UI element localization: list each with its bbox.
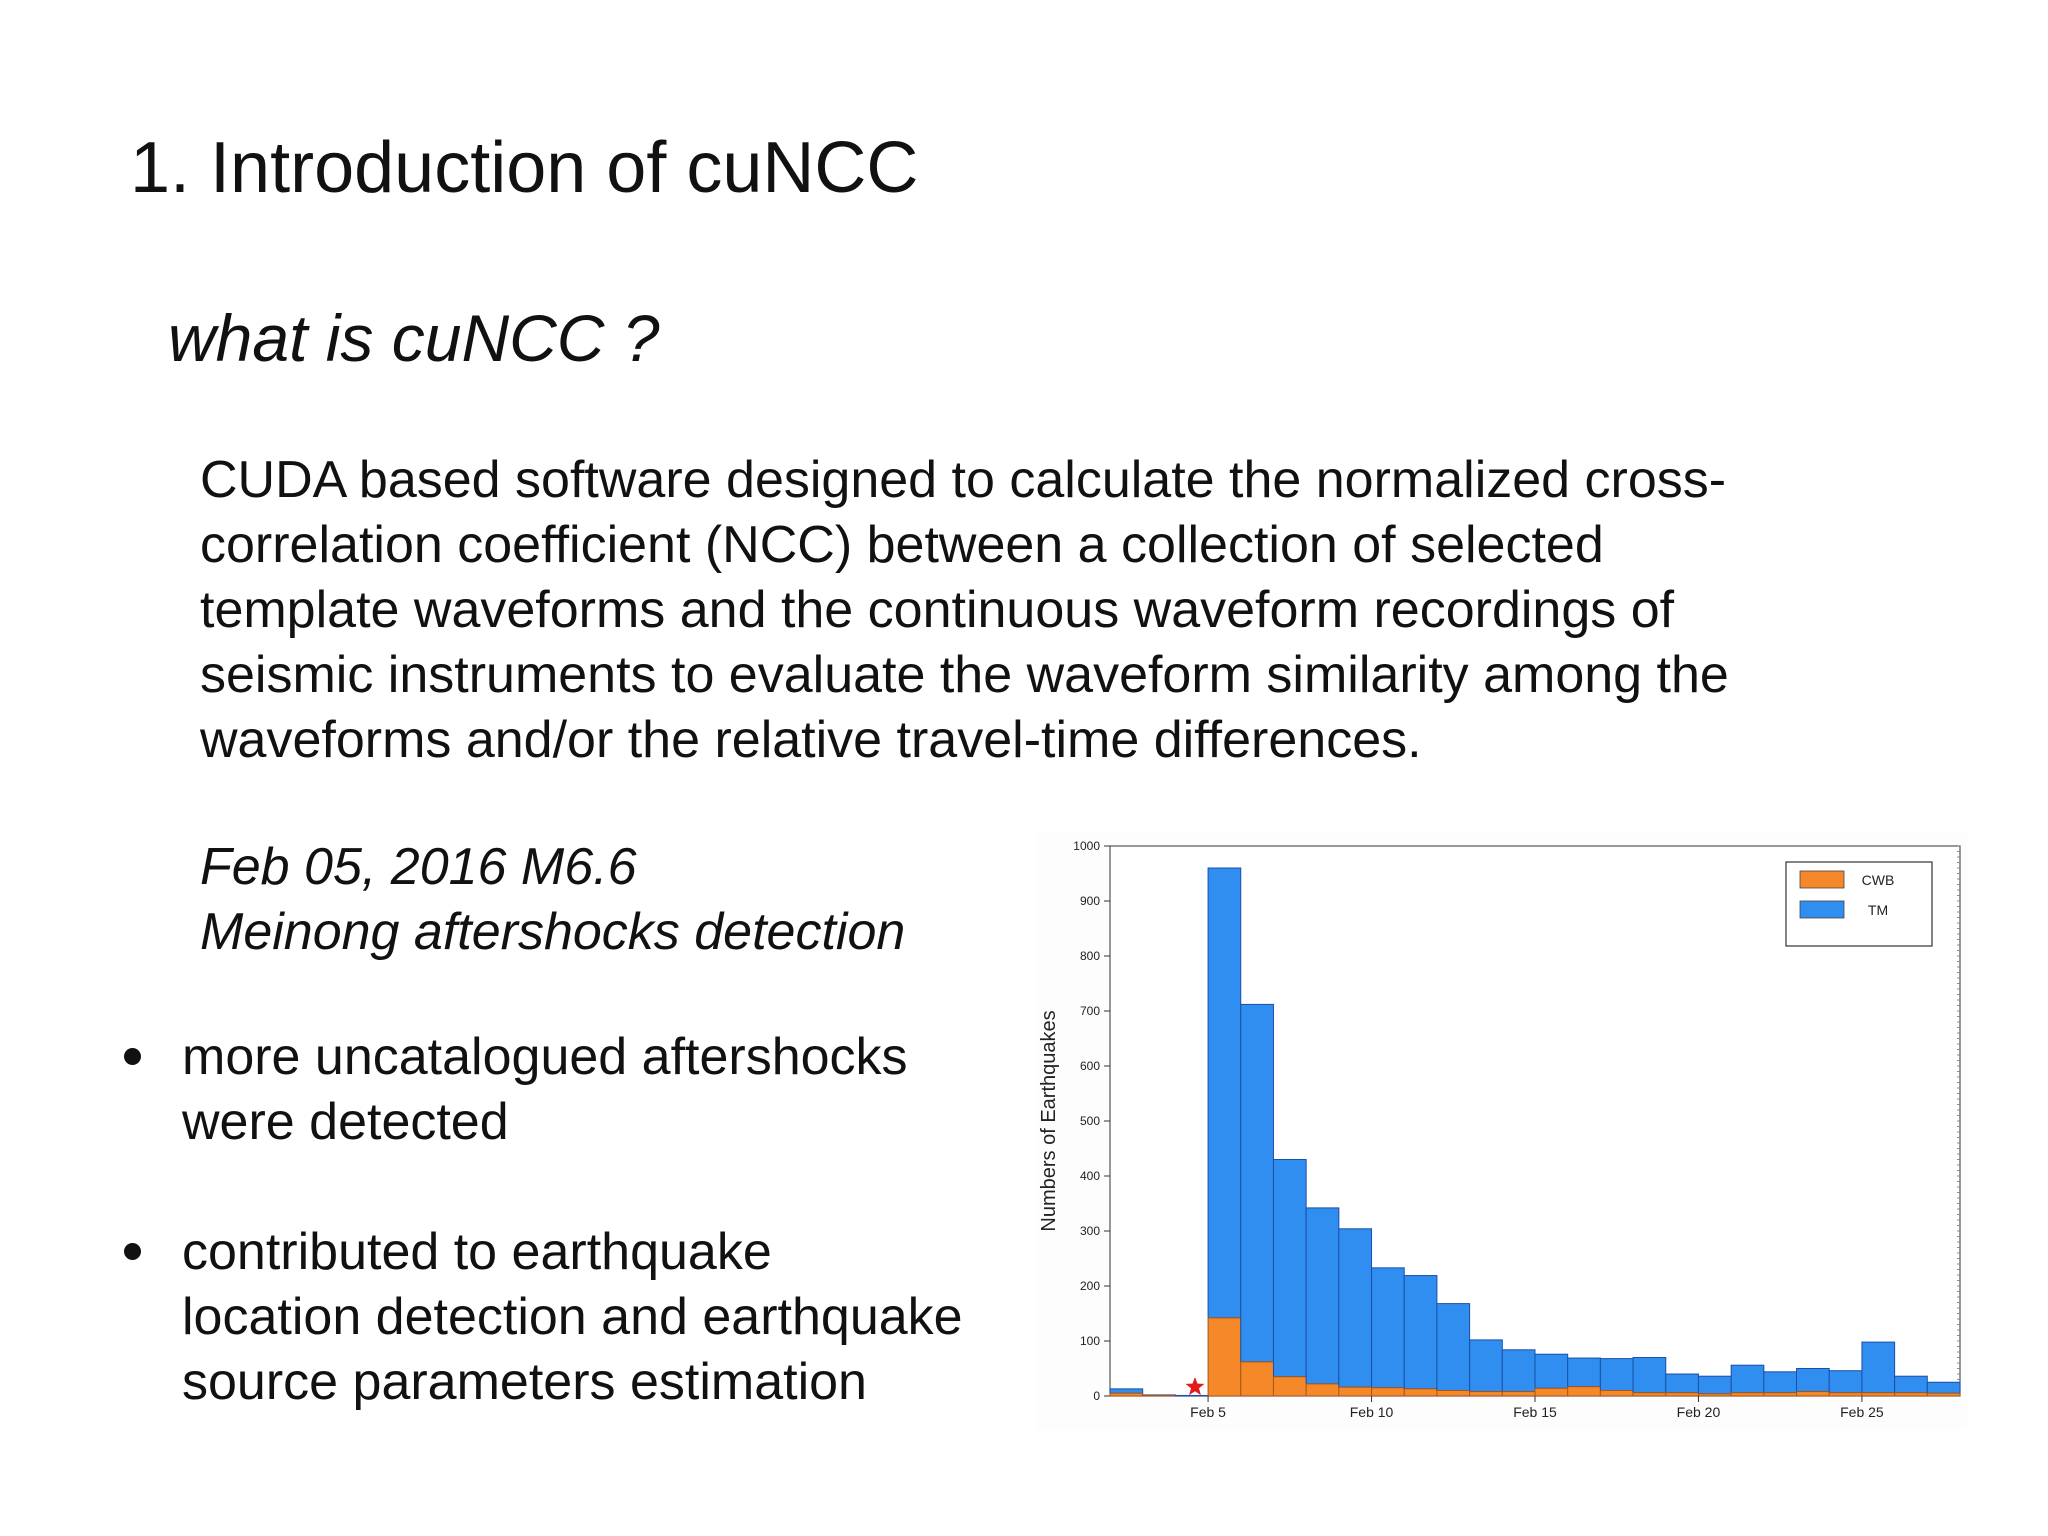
bar-segment-cwb bbox=[1305, 1383, 1340, 1397]
x-tick-label: Feb 25 bbox=[1840, 1404, 1884, 1420]
bar-segment-tm bbox=[1828, 1370, 1863, 1394]
y-tick-label: 700 bbox=[1080, 1004, 1100, 1018]
bar-segment-cwb bbox=[1861, 1392, 1896, 1397]
bar-segment-tm bbox=[1338, 1228, 1373, 1388]
event-line: Feb 05, 2016 M6.6 bbox=[200, 838, 637, 896]
bar-segment-cwb bbox=[1436, 1390, 1471, 1397]
bar-segment-cwb bbox=[1142, 1394, 1176, 1397]
bar-segment-cwb bbox=[1403, 1388, 1438, 1397]
bar-segment-cwb bbox=[1697, 1393, 1732, 1397]
bar-segment-cwb bbox=[1469, 1391, 1503, 1397]
bar-segment-cwb bbox=[1207, 1317, 1242, 1397]
description-line: template waveforms and the continuous wa… bbox=[200, 581, 1675, 639]
bar-segment-tm bbox=[1371, 1267, 1405, 1389]
y-tick-label: 1000 bbox=[1073, 839, 1100, 853]
bar-segment-cwb bbox=[1894, 1392, 1928, 1397]
description-line: correlation coefficient (NCC) between a … bbox=[200, 516, 1604, 574]
bullet-line: source parameters estimation bbox=[182, 1353, 867, 1411]
legend-swatch-cwb bbox=[1799, 870, 1845, 889]
bar-segment-cwb bbox=[1665, 1392, 1699, 1397]
bar-segment-cwb bbox=[1763, 1392, 1798, 1397]
y-tick-label: 600 bbox=[1080, 1059, 1100, 1073]
bullet-line: location detection and earthquake bbox=[182, 1288, 963, 1346]
aftershock-histogram: 0 100 200 300 400 500 600 700 800 900 1000 Feb 5 Feb… bbox=[1035, 832, 1967, 1430]
y-tick-label: 200 bbox=[1080, 1279, 1100, 1293]
bar-segment-tm bbox=[1861, 1341, 1896, 1394]
bar-segment-cwb bbox=[1371, 1387, 1405, 1397]
bar-segment-tm bbox=[1469, 1339, 1503, 1393]
bar-segment-tm bbox=[1599, 1358, 1634, 1391]
x-tick-label: Feb 5 bbox=[1190, 1404, 1226, 1420]
bar-segment-cwb bbox=[1109, 1392, 1144, 1397]
bar-segment-tm bbox=[1567, 1357, 1601, 1388]
bar-segment-cwb bbox=[1926, 1392, 1961, 1397]
x-tick-label: Feb 10 bbox=[1350, 1404, 1394, 1420]
bullet-line: contributed to earthquake bbox=[182, 1223, 772, 1281]
bar-segment-cwb bbox=[1272, 1376, 1307, 1397]
bullet-dot bbox=[124, 1048, 141, 1065]
bullet-line: were detected bbox=[182, 1093, 509, 1151]
bar-segment-tm bbox=[1272, 1159, 1307, 1378]
y-tick-label: 0 bbox=[1093, 1389, 1100, 1403]
bullet-line: more uncatalogued aftershocks bbox=[182, 1028, 908, 1086]
bullet-list: more uncatalogued aftershocks were detec… bbox=[0, 1025, 963, 1480]
description-line: CUDA based software designed to calculat… bbox=[200, 451, 1727, 509]
event-line: Meinong aftershocks detection bbox=[200, 903, 906, 961]
bar-segment-cwb bbox=[1730, 1392, 1765, 1397]
bar-segment-cwb bbox=[1338, 1386, 1373, 1397]
bar-segment-tm bbox=[1763, 1371, 1798, 1394]
slide-title: 1. Introduction of cuNCC bbox=[130, 128, 919, 208]
legend-label-tm: TM bbox=[1868, 902, 1888, 918]
bar-segment-tm bbox=[1796, 1368, 1830, 1393]
bar-segment-tm bbox=[1207, 867, 1242, 1319]
bullet-item: contributed to earthquake location detec… bbox=[0, 1220, 963, 1415]
y-tick-label: 300 bbox=[1080, 1224, 1100, 1238]
histogram-svg: 0 100 200 300 400 500 600 700 800 900 1000 Feb 5 Feb… bbox=[1038, 839, 1961, 1420]
x-tick-label: Feb 15 bbox=[1513, 1404, 1557, 1420]
slide-subtitle: what is cuNCC ? bbox=[168, 301, 660, 375]
bar-segment-tm bbox=[1403, 1275, 1438, 1390]
bar-segment-cwb bbox=[1501, 1391, 1536, 1397]
x-tick-label: Feb 20 bbox=[1677, 1404, 1721, 1420]
bar-segment-cwb bbox=[1828, 1392, 1863, 1397]
bullet-item: more uncatalogued aftershocks were detec… bbox=[0, 1025, 963, 1155]
y-tick-label: 800 bbox=[1080, 949, 1100, 963]
y-tick-label: 500 bbox=[1080, 1114, 1100, 1128]
bar-segment-cwb bbox=[1796, 1391, 1830, 1397]
bar-segment-tm bbox=[1632, 1357, 1667, 1394]
bar-segment-tm bbox=[1926, 1381, 1961, 1394]
y-axis-label: Numbers of Earthquakes bbox=[1038, 1010, 1060, 1231]
bar-segment-tm bbox=[1894, 1375, 1928, 1394]
y-tick-label: 100 bbox=[1080, 1334, 1100, 1348]
bullet-dot bbox=[124, 1243, 141, 1260]
bar-segment-tm bbox=[1730, 1364, 1765, 1394]
bar-segment-tm bbox=[1305, 1207, 1340, 1385]
y-tick-label: 400 bbox=[1080, 1169, 1100, 1183]
bar-segment-tm bbox=[1109, 1388, 1144, 1394]
bar-segment-cwb bbox=[1599, 1390, 1634, 1397]
legend-label-cwb: CWB bbox=[1862, 872, 1895, 888]
bar-segment-cwb bbox=[1567, 1386, 1601, 1397]
y-tick-label: 900 bbox=[1080, 894, 1100, 908]
bar-segment-tm bbox=[1665, 1373, 1699, 1394]
bar-segment-tm bbox=[1436, 1303, 1471, 1392]
bar-segment-cwb bbox=[1240, 1361, 1274, 1397]
mainshock-star-icon bbox=[1185, 1377, 1205, 1396]
legend-swatch-tm bbox=[1799, 900, 1845, 919]
description-paragraph: CUDA based software designed to calculat… bbox=[200, 448, 1920, 773]
bar-segment-cwb bbox=[1632, 1392, 1667, 1397]
bar-segment-cwb bbox=[1534, 1387, 1569, 1397]
bar-segment-tm bbox=[1534, 1353, 1569, 1389]
bar-segment-tm bbox=[1501, 1349, 1536, 1393]
bar-segment-tm bbox=[1240, 1003, 1274, 1363]
description-line: seismic instruments to evaluate the wave… bbox=[200, 646, 1729, 704]
bar-segment-tm bbox=[1174, 1394, 1209, 1397]
description-line: waveforms and/or the relative travel-tim… bbox=[200, 711, 1422, 769]
event-caption: Feb 05, 2016 M6.6 Meinong aftershocks de… bbox=[200, 835, 905, 965]
bar-segment-tm bbox=[1697, 1375, 1732, 1395]
